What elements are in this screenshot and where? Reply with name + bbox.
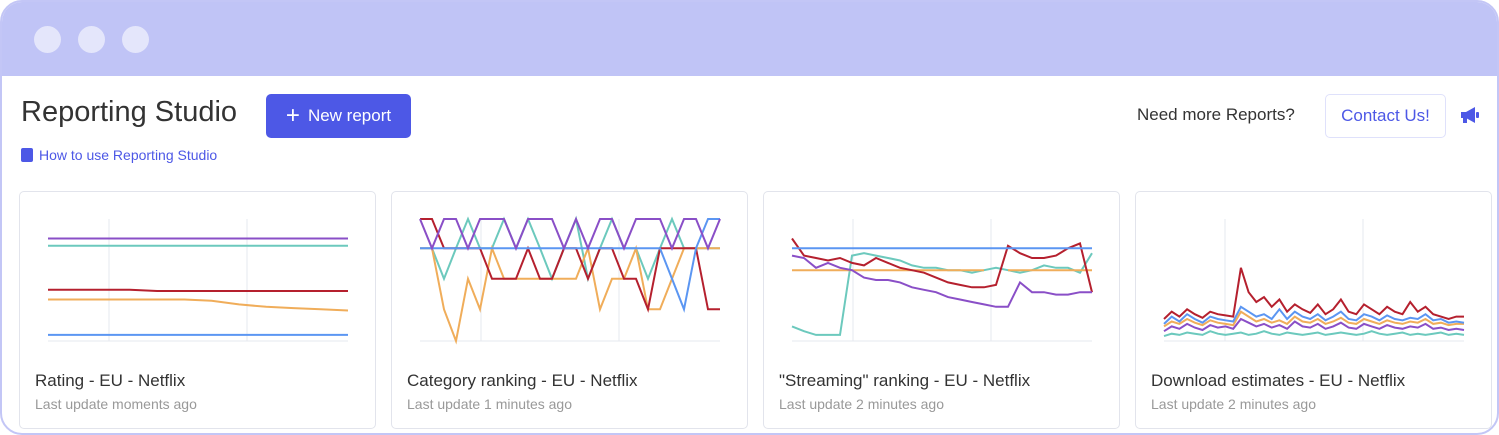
last-update: Last update 2 minutes ago (1151, 396, 1317, 412)
report-chart (48, 219, 349, 342)
megaphone-icon[interactable] (1460, 106, 1480, 124)
window-titlebar (2, 2, 1497, 76)
window-dot-icon (34, 26, 61, 53)
last-update: Last update 2 minutes ago (779, 396, 945, 412)
new-report-label: New report (307, 106, 392, 125)
series-line-orange (420, 244, 720, 345)
series-line-red (48, 288, 348, 292)
series-line-purple (1163, 317, 1465, 333)
series-line-blue (1163, 305, 1465, 325)
report-name[interactable]: Download estimates - EU - Netflix (1151, 371, 1406, 390)
series-line-teal (1163, 330, 1465, 338)
window-dot-icon (122, 26, 149, 53)
report-chart (419, 215, 721, 345)
last-update: Last update 1 minutes ago (407, 396, 573, 412)
contact-us-button[interactable]: Contact Us! (1325, 94, 1446, 138)
report-card[interactable]: "Streaming" ranking - EU - Netflix Last u… (763, 191, 1120, 429)
report-chart (1163, 219, 1465, 342)
series-line-blue (420, 218, 720, 313)
series-line-orange (48, 298, 349, 312)
report-name[interactable]: "Streaming" ranking - EU - Netflix (779, 371, 1031, 390)
new-report-button[interactable]: + New report (266, 94, 411, 138)
window-dot-icon (78, 26, 105, 53)
report-card[interactable]: Download estimates - EU - Netflix Last up… (1135, 191, 1492, 429)
series-line-orange (1163, 310, 1464, 328)
need-more-text: Need more Reports? (1137, 105, 1295, 124)
report-name[interactable]: Category ranking - EU - Netflix (407, 371, 638, 390)
series-line-purple (791, 254, 1092, 308)
report-name[interactable]: Rating - EU - Netflix (35, 371, 186, 390)
series-line-purple (419, 216, 721, 251)
help-link-label: How to use Reporting Studio (39, 147, 218, 163)
last-update: Last update moments ago (35, 396, 197, 412)
page-title: Reporting Studio (21, 96, 238, 128)
plus-icon: + (285, 102, 300, 129)
report-card[interactable]: Category ranking - EU - Netflix Last upda… (391, 191, 748, 429)
series-line-red (1163, 267, 1464, 321)
report-card[interactable]: Rating - EU - Netflix Last update moments… (19, 191, 376, 429)
series-line-red (791, 237, 1093, 293)
series-line-teal (791, 252, 1093, 336)
book-icon (21, 148, 33, 162)
report-chart (791, 219, 1093, 342)
help-link[interactable]: How to use Reporting Studio (21, 147, 217, 163)
